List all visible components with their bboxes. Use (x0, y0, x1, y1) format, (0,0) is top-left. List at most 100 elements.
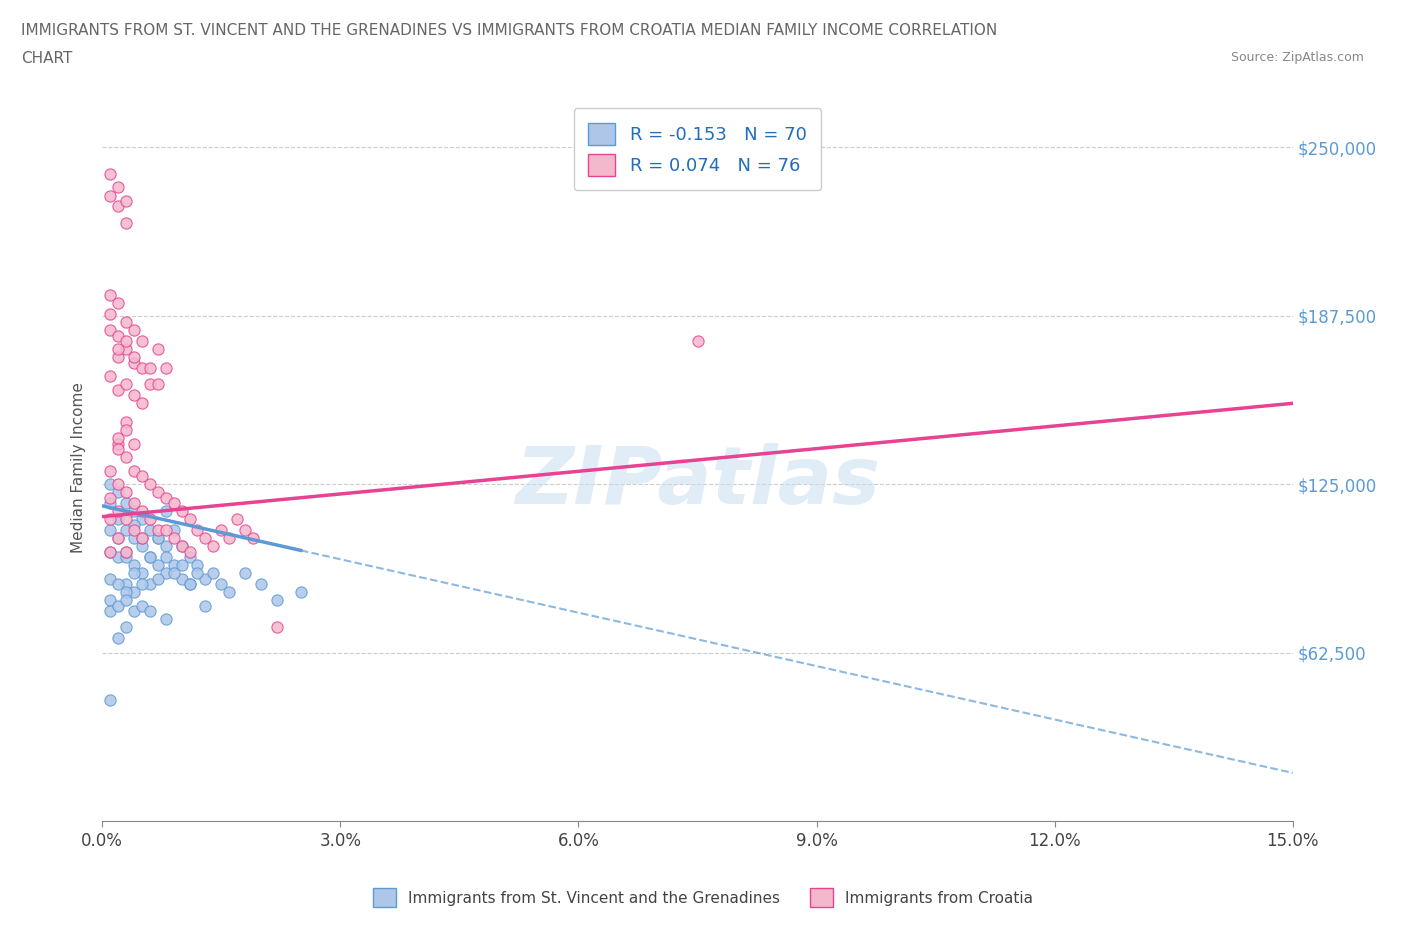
Point (98, 307, 121, 322)
Point (209, 523, 232, 538)
Legend: R = -0.153   N = 70, R = 0.074   N = 76: R = -0.153 N = 70, R = 0.074 N = 76 (574, 108, 821, 190)
Point (107, 512, 129, 526)
Point (122, 436, 145, 451)
Point (98, 288, 121, 303)
Point (115, 377, 138, 392)
Point (163, 496, 186, 511)
Point (170, 558, 193, 573)
Point (107, 531, 129, 546)
Point (115, 512, 138, 526)
Point (98, 571, 121, 586)
Point (163, 558, 186, 573)
Point (115, 523, 138, 538)
Point (98, 323, 121, 338)
Point (115, 585, 138, 600)
Point (107, 550, 129, 565)
Point (98, 544, 121, 559)
Point (194, 598, 217, 613)
Point (146, 558, 169, 573)
Point (115, 550, 138, 565)
Point (186, 558, 208, 573)
Point (107, 577, 129, 591)
Point (98, 592, 121, 607)
Point (107, 382, 129, 397)
Point (107, 631, 129, 645)
Point (290, 585, 312, 600)
Point (139, 550, 162, 565)
Point (98, 604, 121, 618)
Point (107, 199, 129, 214)
Point (139, 377, 162, 392)
Point (122, 350, 145, 365)
Text: ZIPatlas: ZIPatlas (515, 443, 880, 521)
Point (250, 577, 273, 591)
Point (163, 531, 186, 546)
Point (194, 531, 217, 546)
Point (107, 296, 129, 311)
Point (131, 361, 153, 376)
Point (131, 531, 153, 546)
Point (107, 431, 129, 445)
Point (98, 369, 121, 384)
Point (686, 334, 709, 349)
Point (266, 592, 288, 607)
Point (115, 450, 138, 465)
Point (131, 565, 153, 580)
Text: Source: ZipAtlas.com: Source: ZipAtlas.com (1230, 51, 1364, 64)
Point (115, 592, 138, 607)
Point (107, 442, 129, 457)
Point (98, 166, 121, 181)
Point (115, 544, 138, 559)
Point (122, 565, 145, 580)
Point (242, 531, 264, 546)
Point (122, 355, 145, 370)
Point (233, 565, 256, 580)
Point (202, 538, 225, 553)
Point (115, 619, 138, 634)
Point (155, 523, 177, 538)
Point (107, 504, 129, 519)
Point (98, 490, 121, 505)
Point (170, 538, 193, 553)
Point (155, 490, 177, 505)
Point (139, 361, 162, 376)
Point (226, 512, 249, 526)
Point (131, 504, 153, 519)
Point (179, 577, 201, 591)
Point (202, 565, 225, 580)
Point (122, 517, 145, 532)
Point (107, 180, 129, 195)
Point (131, 334, 153, 349)
Point (122, 504, 145, 519)
Point (146, 523, 169, 538)
Point (98, 496, 121, 511)
Point (179, 550, 201, 565)
Point (122, 558, 145, 573)
Point (146, 531, 169, 546)
Point (98, 463, 121, 478)
Point (107, 477, 129, 492)
Point (122, 604, 145, 618)
Point (179, 512, 201, 526)
Point (115, 496, 138, 511)
Y-axis label: Median Family Income: Median Family Income (72, 382, 86, 552)
Point (170, 538, 193, 553)
Point (139, 512, 162, 526)
Point (146, 377, 169, 392)
Point (115, 577, 138, 591)
Point (170, 504, 193, 519)
Point (98, 693, 121, 708)
Point (186, 523, 208, 538)
Point (155, 504, 177, 519)
Point (139, 550, 162, 565)
Point (233, 523, 256, 538)
Point (131, 538, 153, 553)
Point (122, 388, 145, 403)
Point (155, 361, 177, 376)
Point (155, 550, 177, 565)
Legend: Immigrants from St. Vincent and the Grenadines, Immigrants from Croatia: Immigrants from St. Vincent and the Gren… (367, 883, 1039, 913)
Point (131, 598, 153, 613)
Point (146, 342, 169, 357)
Point (122, 585, 145, 600)
Point (155, 565, 177, 580)
